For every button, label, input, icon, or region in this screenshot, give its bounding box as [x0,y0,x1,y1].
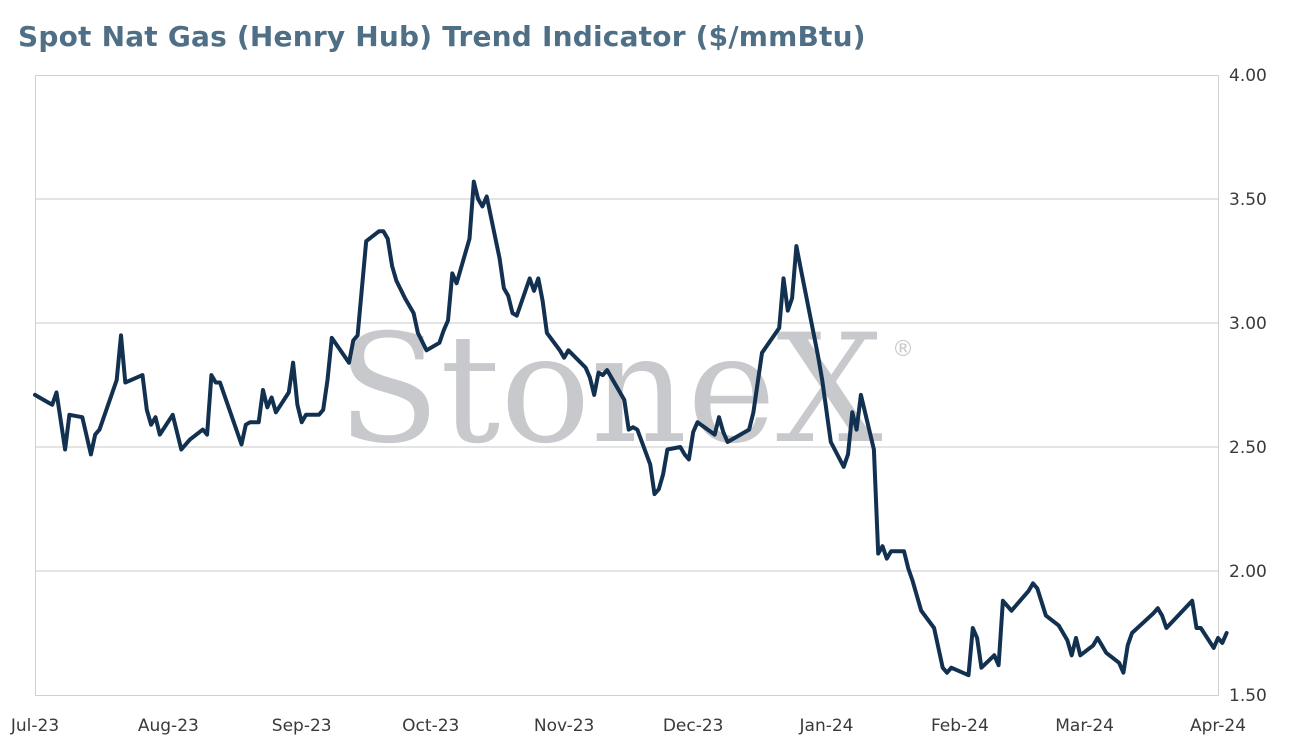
series-group [33,179,1229,678]
y-tick-label: 3.00 [1229,314,1267,334]
x-tick-label: Sep-23 [272,716,332,736]
x-tick-label: Jul-23 [10,716,59,736]
x-tick-label: Nov-23 [534,716,595,736]
y-tick-label: 3.50 [1229,190,1267,210]
gridlines [35,198,1218,572]
x-tick-label: Jan-24 [799,716,854,736]
x-tick-label: Mar-24 [1055,716,1114,736]
x-tick-label: Dec-23 [663,716,724,736]
y-axis: 1.50 2.00 2.50 3.00 3.50 4.00 [1229,66,1267,706]
y-tick-label: 4.00 [1229,66,1267,86]
watermark-registered-mark: ® [892,337,914,362]
x-tick-label: Oct-23 [402,716,459,736]
watermark-logo-text: StoneX [337,303,883,477]
y-tick-label: 2.00 [1229,562,1267,582]
x-tick-label: Aug-23 [138,716,199,736]
chart-title: Spot Nat Gas (Henry Hub) Trend Indicator… [18,20,866,53]
y-tick-label: 1.50 [1229,686,1267,706]
y-tick-label: 2.50 [1229,438,1267,458]
watermark: StoneX ® [337,303,914,477]
series-line [33,179,1229,678]
x-tick-label: Apr-24 [1190,716,1246,736]
x-axis: Jul-23 Aug-23 Sep-23 Oct-23 Nov-23 Dec-23 Jan-… [10,716,1246,736]
x-tick-label: Feb-24 [931,716,989,736]
plot-area-border [35,75,1219,696]
